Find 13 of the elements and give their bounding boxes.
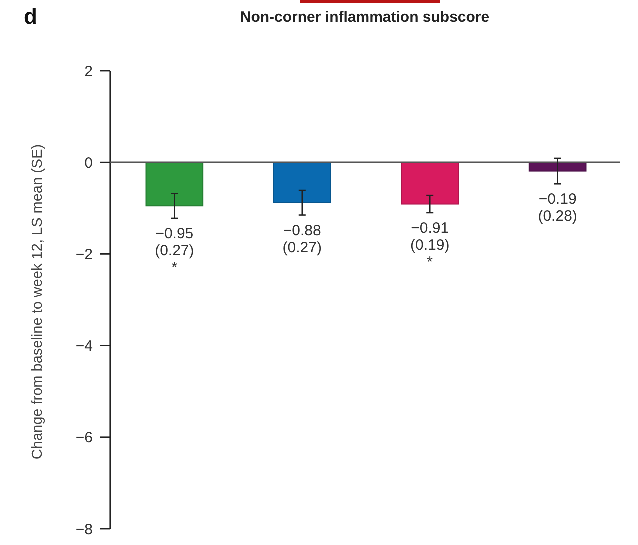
text: d [24,4,38,29]
y-tick-label: −8 [76,521,93,538]
y-tick-label: −4 [76,338,93,356]
data-label: −0.88 (0.27) [282,222,322,256]
data-label: −0.95 (0.27) * [155,225,194,276]
y-axis-title: Change from baseline to week 12, LS mean (SE) [30,144,46,460]
data-label: −0.91 (0.19) * [410,220,450,271]
y-tick-label: 2 [84,63,93,80]
y-tick-label: −6 [76,430,93,447]
y-tick-label: −2 [76,246,93,264]
y-tick-label: 0 [84,154,93,172]
data-label: −0.19 (0.28) [538,191,578,226]
chart-title: Non-corner inflammation subscore [240,9,490,26]
